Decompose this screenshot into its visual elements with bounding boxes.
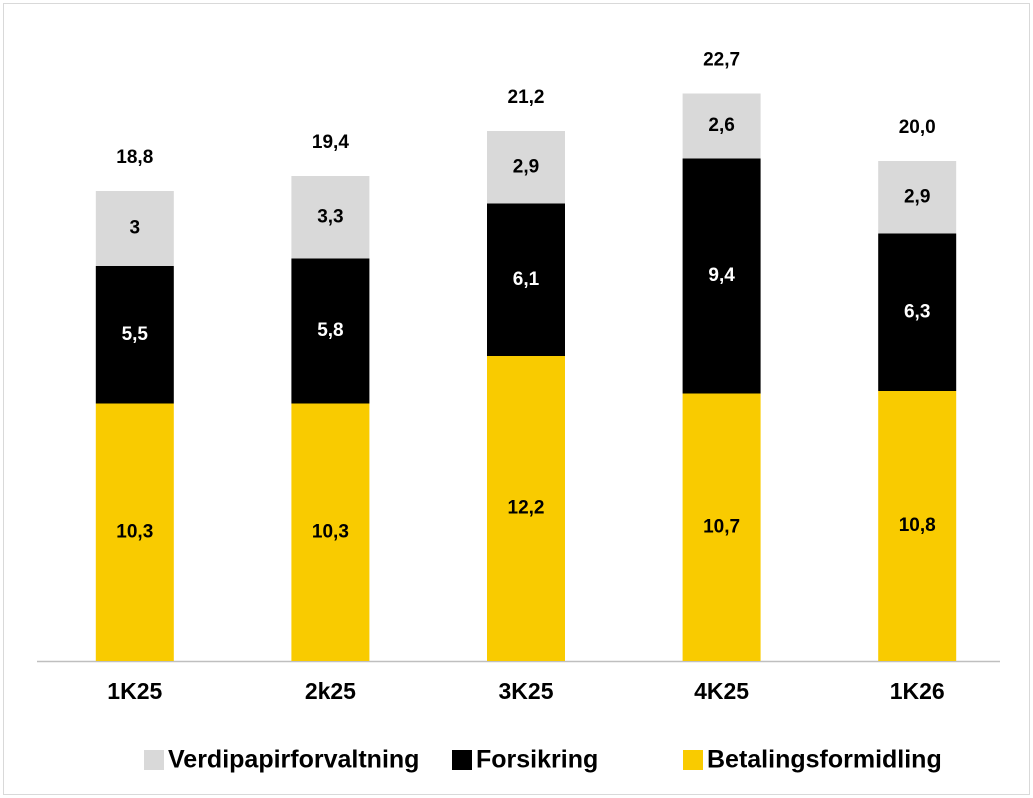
bar-segment bbox=[487, 203, 565, 356]
data-label: 10,3 bbox=[312, 521, 349, 542]
data-label: 10,3 bbox=[116, 521, 153, 542]
total-label: 22,7 bbox=[703, 50, 740, 71]
data-label: 10,7 bbox=[703, 516, 740, 537]
x-tick-label: 1K25 bbox=[107, 678, 162, 704]
legend-label: Betalingsformidling bbox=[707, 746, 942, 774]
total-label: 18,8 bbox=[116, 147, 153, 168]
bar-segment bbox=[95, 191, 174, 266]
legend-label: Verdipapirforvaltning bbox=[168, 746, 419, 774]
total-label: 20,0 bbox=[899, 117, 936, 138]
x-tick-label: 2k25 bbox=[305, 678, 356, 704]
data-label: 5,8 bbox=[317, 320, 343, 341]
bar-segment bbox=[682, 93, 761, 159]
data-label: 6,3 bbox=[904, 301, 930, 322]
data-label: 6,1 bbox=[513, 269, 540, 290]
data-label: 9,4 bbox=[708, 265, 735, 286]
data-label: 12,2 bbox=[508, 498, 545, 519]
bar-segment bbox=[291, 258, 370, 404]
legend-label: Forsikring bbox=[476, 746, 598, 774]
bar-segment bbox=[878, 161, 957, 234]
data-label: 2,9 bbox=[904, 186, 930, 207]
bar-segment bbox=[878, 391, 957, 661]
bar-segment bbox=[487, 131, 565, 204]
data-label: 2,9 bbox=[513, 156, 539, 177]
data-label: 3 bbox=[130, 218, 141, 239]
bar-segment bbox=[95, 266, 174, 404]
data-label: 3,3 bbox=[317, 206, 343, 227]
bar-segment bbox=[95, 403, 174, 661]
legend-swatch bbox=[683, 750, 703, 770]
bar-segment bbox=[682, 158, 761, 394]
bar-segment bbox=[291, 176, 370, 259]
data-label: 2,6 bbox=[708, 115, 734, 136]
bar-segment bbox=[682, 393, 761, 661]
x-tick-label: 4K25 bbox=[694, 678, 749, 704]
x-tick-label: 3K25 bbox=[499, 678, 554, 704]
legend-swatch bbox=[452, 750, 472, 770]
legend-swatch bbox=[144, 750, 164, 770]
bar-segment bbox=[291, 403, 370, 661]
bar-segment bbox=[487, 356, 565, 661]
data-label: 5,5 bbox=[122, 324, 149, 345]
bar-segment bbox=[878, 233, 957, 391]
data-label: 10,8 bbox=[899, 515, 936, 536]
x-tick-label: 1K26 bbox=[890, 678, 945, 704]
total-label: 21,2 bbox=[508, 87, 545, 108]
total-label: 19,4 bbox=[312, 132, 349, 153]
